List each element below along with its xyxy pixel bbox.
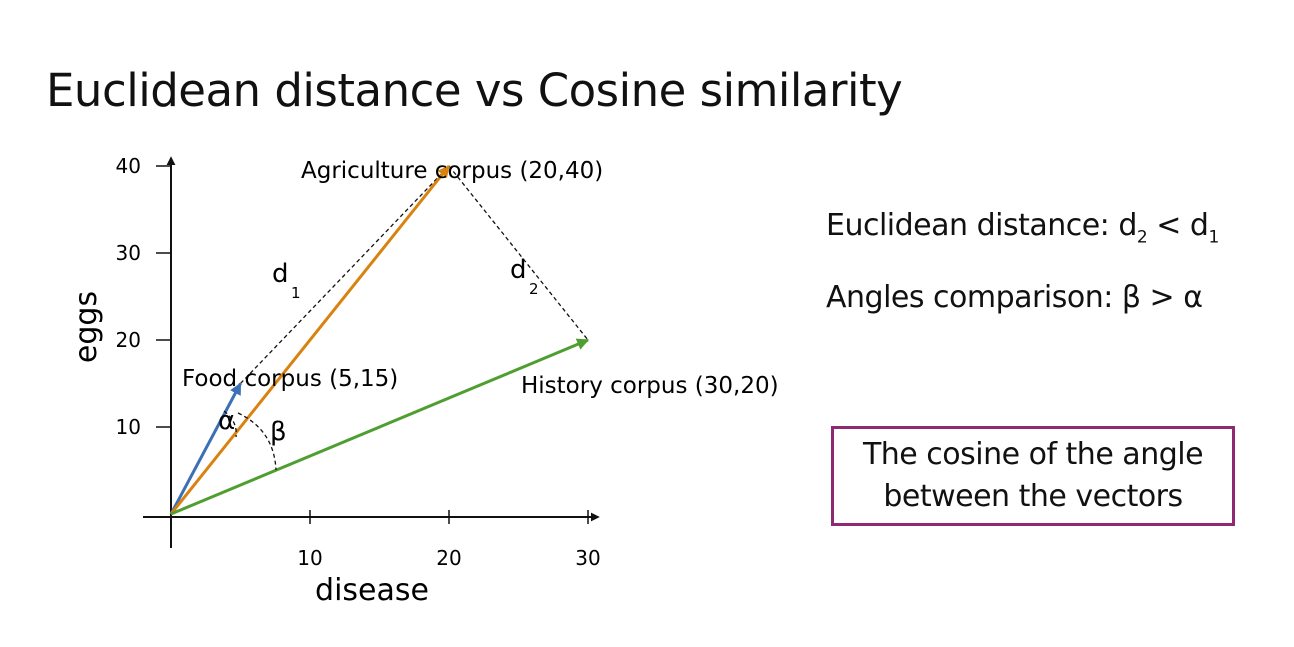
distance-line-d1 <box>240 165 450 384</box>
cosine-callout-box: The cosine of the angle between the vect… <box>831 426 1235 526</box>
euclidean-op: < d <box>1147 208 1209 243</box>
agriculture-vector <box>169 165 451 515</box>
agriculture-label: Agriculture corpus (20,40) <box>301 158 603 184</box>
y-tick-label: 40 <box>116 154 141 178</box>
y-tick-label: 10 <box>116 415 141 439</box>
y-tick-label: 30 <box>116 241 141 265</box>
euclidean-sub-b: 1 <box>1208 227 1219 248</box>
d2-letter: d <box>510 255 527 285</box>
d1-letter: d <box>272 259 289 289</box>
x-axis-label: disease <box>315 573 429 608</box>
alpha-arc <box>223 410 237 438</box>
vector-diagram: 10 20 30 10 20 30 40 disease eggs α β d 1 d 2… <box>69 154 779 608</box>
d2-subscript: 2 <box>529 280 539 298</box>
beta-arc <box>237 412 277 471</box>
d1-subscript: 1 <box>291 284 301 302</box>
history-label: History corpus (30,20) <box>521 373 779 399</box>
beta-label: β <box>270 417 287 447</box>
history-vector <box>170 338 590 516</box>
angles-comparison-statement: Angles comparison: β > α <box>826 280 1203 315</box>
callout-text: The cosine of the angle between the vect… <box>862 437 1204 514</box>
x-tick-label: 30 <box>575 546 600 570</box>
euclidean-prefix: Euclidean distance: d <box>826 208 1137 243</box>
slide-title: Euclidean distance vs Cosine similarity <box>46 64 903 117</box>
d2-label: d 2 <box>510 255 539 298</box>
x-tick-label: 20 <box>436 546 461 570</box>
x-tick-label: 10 <box>297 546 322 570</box>
y-tick-label: 20 <box>116 328 141 352</box>
d1-label: d 1 <box>272 259 301 302</box>
euclidean-distance-statement: Euclidean distance: d2 < d1 <box>826 208 1219 248</box>
distance-line-d2 <box>448 165 589 341</box>
alpha-label: α <box>218 406 235 436</box>
food-label: Food corpus (5,15) <box>182 366 398 392</box>
y-axis-label: eggs <box>69 291 104 363</box>
food-vector <box>169 382 242 515</box>
euclidean-sub-a: 2 <box>1136 227 1148 248</box>
